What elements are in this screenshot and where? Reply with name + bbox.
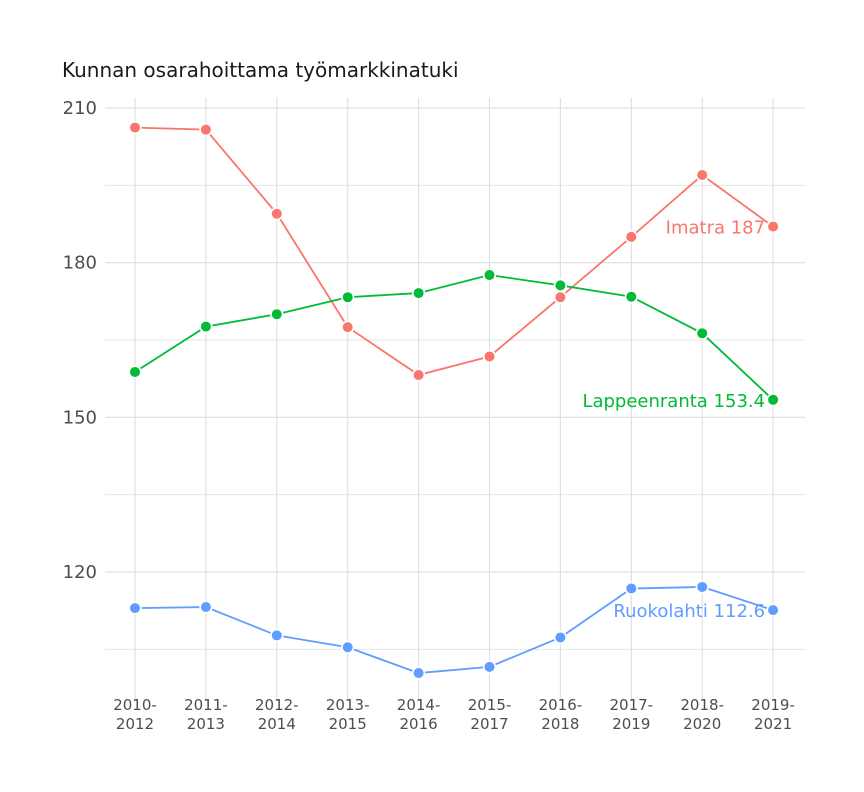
end-label-imatra: Imatra 187 [666,218,765,239]
series-line-lappeenranta [134,274,774,401]
x-tick-label: 2018-2020 [680,696,724,733]
chart-title: Kunnan osarahoittama työmarkkinatuki [62,58,459,82]
data-point-lappeenranta [199,319,213,334]
x-tick-label: 2010-2012 [113,696,157,733]
data-point-lappeenranta [553,278,568,292]
data-point-imatra [482,349,497,364]
data-point-imatra [270,207,284,221]
x-tick-label: 2013-2015 [326,696,370,733]
series-line-imatra [134,126,774,377]
data-point-ruokolahti [199,600,213,614]
data-point-lappeenranta [766,393,780,407]
x-tick-label: 2017-2019 [610,696,654,733]
y-axis-ticks: 210 180 150 120 [63,98,97,583]
x-tick-label: 2011-2013 [184,696,228,733]
x-tick-label: 2014-2016 [397,696,441,733]
data-point-ruokolahti [553,630,568,645]
data-point-imatra [766,219,780,234]
data-point-ruokolahti [624,581,638,596]
data-point-lappeenranta [412,286,426,300]
x-tick-label: 2012-2014 [255,696,299,733]
data-point-ruokolahti [766,603,780,617]
end-labels: Imatra 187 Lappeenranta 153.4 Ruokolahti 1… [582,218,765,623]
x-tick-label: 2019-2021 [751,696,795,733]
x-axis-ticks: 2010-2012 2011-2013 2012-2014 2013-2015 2014… [113,696,795,733]
data-point-imatra [553,290,568,304]
data-point-lappeenranta [270,307,284,321]
data-point-ruokolahti [270,628,284,643]
data-point-ruokolahti [341,640,355,654]
data-point-lappeenranta [128,365,142,379]
data-point-imatra [199,123,213,137]
data-point-lappeenranta [341,290,355,304]
data-point-ruokolahti [482,660,497,674]
data-point-imatra [412,368,426,382]
data-point-ruokolahti [695,580,709,594]
y-tick-label: 150 [63,407,97,428]
gridlines-minor [105,184,805,650]
end-label-ruokolahti: Ruokolahti 112.6 [613,601,765,622]
data-point-lappeenranta [482,268,497,282]
data-point-ruokolahti [412,666,426,680]
data-point-imatra [341,320,355,334]
series-layer [128,120,780,680]
data-point-lappeenranta [624,290,638,304]
y-tick-label: 180 [63,253,97,274]
y-tick-label: 210 [63,98,97,119]
data-point-imatra [624,230,638,244]
data-point-lappeenranta [695,326,709,340]
data-point-imatra [128,120,142,135]
x-tick-label: 2015-2017 [468,696,512,733]
data-point-ruokolahti [128,601,142,615]
data-point-imatra [695,168,709,182]
series-line-ruokolahti [134,586,774,674]
end-label-lappeenranta: Lappeenranta 153.4 [582,391,765,412]
y-tick-label: 120 [63,562,97,583]
x-tick-label: 2016-2018 [539,696,583,733]
